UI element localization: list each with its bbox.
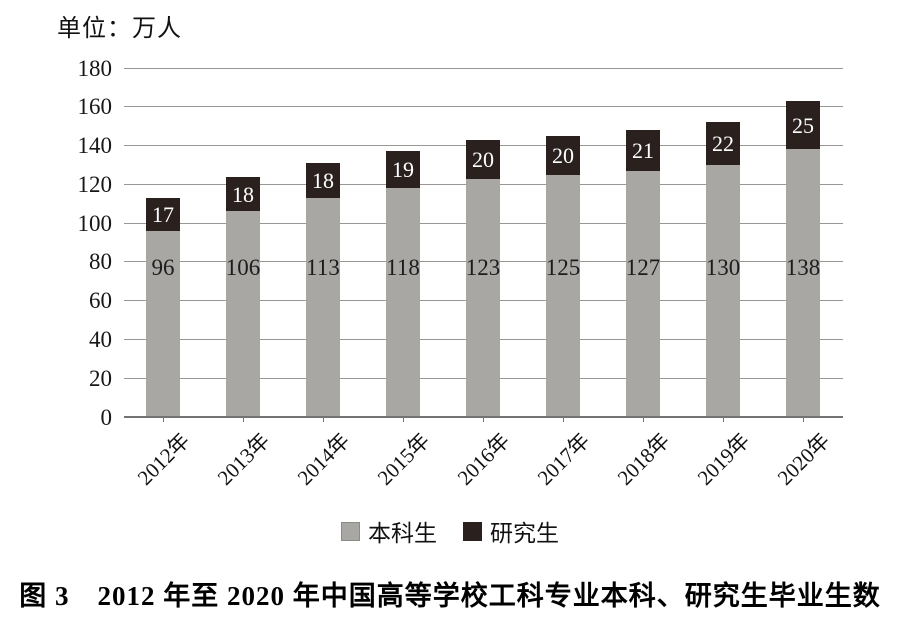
- bar-graduate-2017年: [546, 135, 580, 175]
- x-axis-label-2016年: 2016年: [452, 428, 515, 490]
- y-axis-tick-label: 60: [89, 288, 112, 314]
- x-axis-tick: [723, 417, 724, 422]
- legend-item-undergraduate: 本科生: [341, 514, 437, 548]
- x-axis-tick: [403, 417, 404, 422]
- bar-graduate-2015年: [386, 151, 420, 189]
- graduate-value-label: 25: [792, 112, 814, 138]
- legend-item-graduate: 研究生: [463, 514, 559, 548]
- legend: 本科生 研究生: [0, 514, 900, 548]
- bar-undergraduate-2014年: [306, 197, 340, 417]
- figure-caption: 图 3 2012 年至 2020 年中国高等学校工科专业本科、研究生毕业生数: [19, 581, 881, 611]
- y-axis-tick-label: 100: [77, 210, 113, 236]
- bar-graduate-2014年: [306, 163, 340, 198]
- graduate-value-label: 21: [632, 137, 654, 163]
- graduate-value-label: 18: [312, 167, 334, 193]
- y-axis-tick-label: 180: [77, 55, 113, 81]
- bar-undergraduate-2018年: [626, 170, 660, 417]
- graduate-value-label: 19: [392, 157, 414, 183]
- x-axis-tick: [563, 417, 564, 422]
- bar-undergraduate-2020年: [786, 149, 820, 417]
- bar-graduate-2016年: [466, 139, 500, 179]
- plot-area: 0 20 40 60 80 100 120 140 160 180 96 17 2012年 106 18 20…: [77, 55, 843, 490]
- graduate-value-label: 18: [232, 181, 254, 207]
- bar-undergraduate-2012年: [146, 230, 180, 417]
- gridline-160: [124, 106, 843, 108]
- bar-undergraduate-2015年: [386, 188, 420, 417]
- undergraduate-value-label: 127: [625, 254, 661, 280]
- x-axis-label-2014年: 2014年: [292, 428, 355, 490]
- x-axis-baseline: [124, 416, 843, 418]
- x-axis-label-2012年: 2012年: [132, 428, 195, 490]
- bar-graduate-2018年: [626, 130, 660, 171]
- undergraduate-value-label: 118: [386, 254, 420, 280]
- graduate-value-label: 20: [472, 146, 494, 172]
- graduate-value-label: 22: [712, 131, 734, 157]
- undergraduate-value-label: 96: [151, 254, 175, 280]
- undergraduate-value-label: 123: [465, 254, 501, 280]
- undergraduate-value-label: 125: [545, 254, 581, 280]
- x-axis-tick: [163, 417, 164, 422]
- undergraduate-swatch-icon: [341, 521, 360, 541]
- bar-undergraduate-2013年: [226, 211, 260, 417]
- y-axis-tick-label: 20: [89, 365, 112, 391]
- x-axis-label-2015年: 2015年: [372, 428, 435, 490]
- graduate-swatch-icon: [463, 521, 482, 541]
- bar-undergraduate-2017年: [546, 174, 580, 417]
- undergraduate-value-label: 113: [306, 254, 340, 280]
- y-axis-tick-label: 120: [77, 171, 113, 197]
- x-axis-label-2019年: 2019年: [692, 428, 755, 490]
- bar-graduate-2020年: [786, 100, 820, 150]
- legend-label-graduate: 研究生: [490, 521, 559, 546]
- graduate-value-label: 17: [152, 201, 174, 227]
- y-axis-tick-label: 40: [89, 326, 112, 352]
- y-axis-tick-label: 0: [100, 404, 113, 430]
- y-axis-tick-label: 160: [77, 94, 113, 120]
- undergraduate-value-label: 106: [225, 254, 261, 280]
- x-axis-label-2020年: 2020年: [772, 428, 835, 490]
- x-axis-tick: [643, 417, 644, 422]
- bar-undergraduate-2016年: [466, 178, 500, 417]
- undergraduate-value-label: 138: [785, 254, 821, 280]
- bar-graduate-2019年: [706, 122, 740, 165]
- y-axis-tick-label: 80: [89, 249, 112, 275]
- bar-undergraduate-2019年: [706, 164, 740, 417]
- unit-label: 单位：万人: [57, 16, 182, 42]
- x-axis-tick: [483, 417, 484, 422]
- bar-graduate-2013年: [226, 176, 260, 212]
- x-axis-label-2017年: 2017年: [532, 428, 595, 490]
- x-axis-label-2018年: 2018年: [612, 428, 675, 490]
- legend-label-undergraduate: 本科生: [368, 521, 437, 546]
- x-axis-tick: [803, 417, 804, 422]
- graduate-value-label: 20: [552, 142, 574, 168]
- x-axis-label-2013年: 2013年: [212, 428, 275, 490]
- gridline-180: [124, 67, 843, 69]
- x-axis-tick: [243, 417, 244, 422]
- x-axis-tick: [323, 417, 324, 422]
- bar-graduate-2012年: [146, 197, 180, 231]
- y-axis-tick-label: 140: [77, 133, 113, 159]
- undergraduate-value-label: 130: [705, 254, 741, 280]
